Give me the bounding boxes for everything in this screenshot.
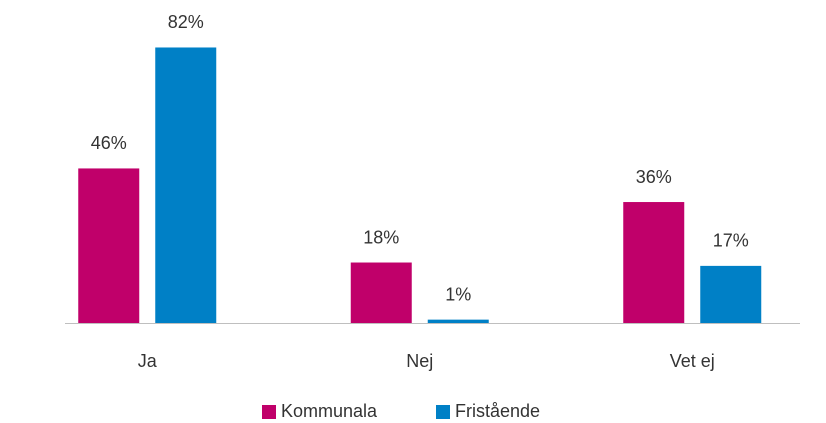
data-label: 46% (91, 133, 127, 153)
x-tick-label: Nej (406, 351, 433, 371)
bar (623, 202, 685, 323)
data-label: 82% (168, 12, 204, 32)
legend-label: Fristående (455, 401, 540, 421)
data-label: 1% (445, 284, 471, 304)
bar (700, 265, 762, 323)
legend-label: Kommunala (281, 401, 378, 421)
data-label: 17% (713, 231, 749, 251)
bar (350, 262, 412, 323)
bar (78, 168, 140, 323)
bar (155, 47, 217, 323)
data-label: 18% (363, 227, 399, 247)
data-label: 36% (636, 167, 672, 187)
legend-swatch (436, 405, 450, 419)
legend-swatch (262, 405, 276, 419)
x-tick-label: Ja (138, 351, 158, 371)
x-tick-label: Vet ej (670, 351, 715, 371)
bar (427, 319, 489, 323)
